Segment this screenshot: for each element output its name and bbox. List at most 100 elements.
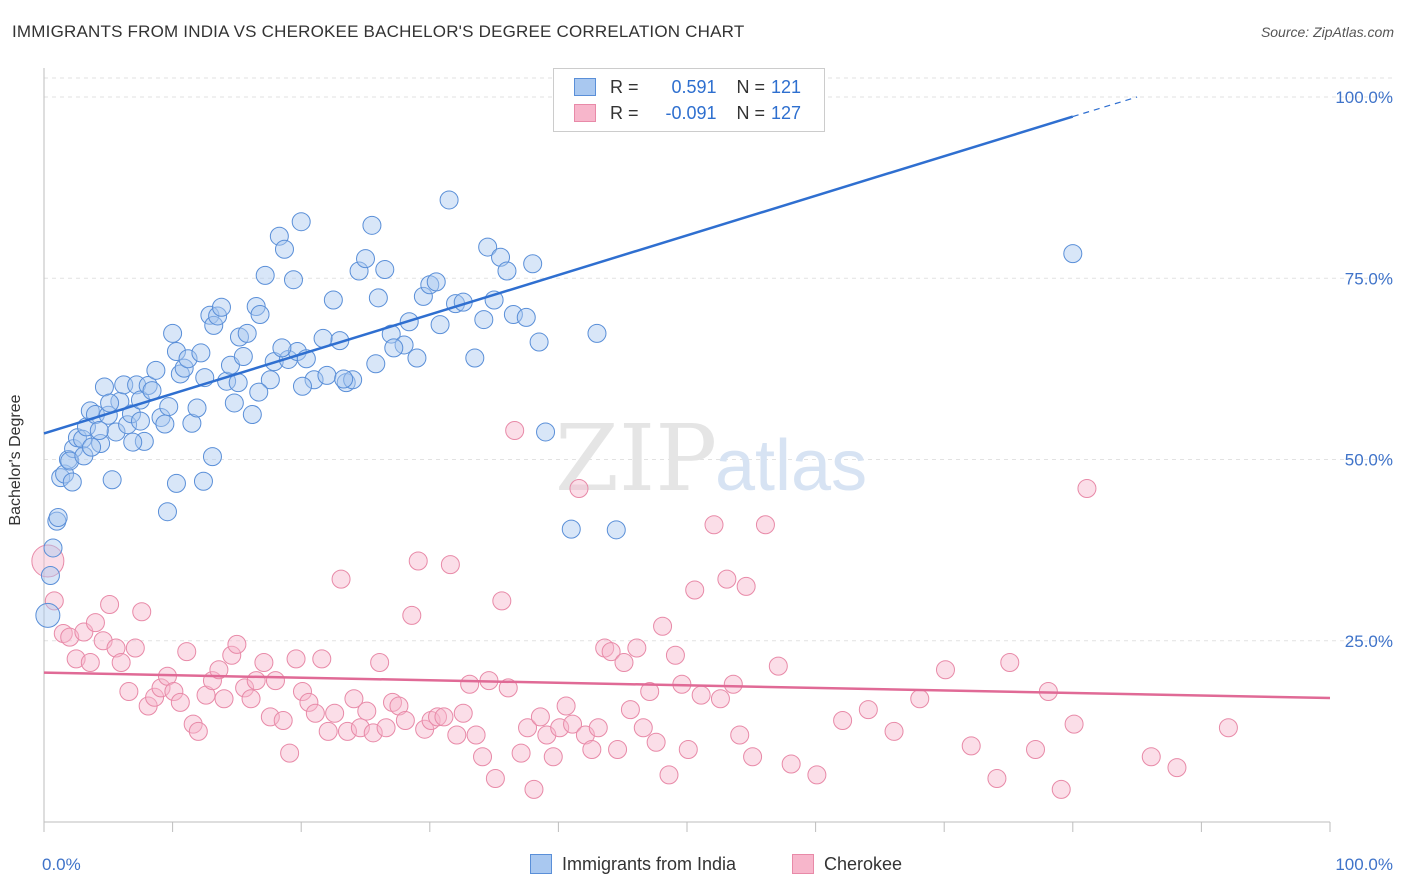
cherokee-point: [421, 711, 441, 730]
bottom-legend-label-india: Immigrants from India: [562, 853, 737, 874]
cherokee-point: [833, 711, 853, 730]
cherokee-point: [395, 711, 415, 730]
watermark: ZIP atlas: [555, 405, 867, 512]
india-point: [334, 369, 354, 389]
y-tick-label: 25.0%: [1345, 632, 1393, 651]
cherokee-point: [119, 682, 139, 701]
cherokee-point: [781, 754, 801, 774]
cherokee-point: [935, 660, 955, 680]
india-point: [51, 468, 71, 488]
cherokee-point: [188, 721, 208, 741]
india-point: [204, 315, 224, 335]
india-point: [250, 305, 270, 324]
y-tick-label: 50.0%: [1345, 451, 1393, 470]
legend-swatch-india: [574, 78, 596, 96]
cherokee-point: [524, 779, 544, 799]
cherokee-point: [305, 703, 325, 723]
cherokee-point: [447, 725, 467, 745]
bottom-legend-label-cherokee: Cherokee: [824, 853, 903, 874]
legend-r-label: R =: [610, 76, 639, 97]
legend-row-cherokee: R = -0.091 N = 127: [574, 101, 801, 125]
cherokee-point: [530, 707, 550, 727]
india-point: [233, 347, 253, 367]
india-point: [182, 413, 202, 433]
cherokee-point: [910, 689, 930, 709]
cherokee-point: [485, 769, 505, 788]
cherokee-point: [569, 479, 589, 498]
cherokee-point: [434, 707, 454, 727]
cherokee-point: [710, 689, 730, 709]
india-point: [478, 237, 498, 257]
india-point: [62, 472, 82, 492]
india-point: [100, 393, 120, 413]
cherokee-point: [685, 580, 705, 600]
cherokee-point: [177, 642, 197, 662]
cherokee-point: [1000, 653, 1020, 672]
cherokee-point: [363, 723, 383, 743]
india-point: [159, 397, 179, 417]
cherokee-point: [260, 707, 280, 727]
correlation-legend: R = 0.591 N = 121 R = -0.091 N = 127: [553, 68, 825, 132]
india-point: [211, 297, 231, 317]
cherokee-point: [987, 769, 1007, 788]
cherokee-point: [627, 638, 647, 658]
cherokee-point: [100, 595, 120, 614]
cherokee-point: [678, 740, 698, 759]
india-point: [118, 415, 138, 435]
cherokee-point: [601, 642, 621, 662]
cherokee-point: [633, 718, 653, 738]
cherokee-point: [389, 696, 409, 716]
cherokee-point: [292, 682, 312, 701]
cherokee-point: [550, 718, 570, 738]
india-point: [82, 437, 102, 457]
india-point: [606, 520, 626, 540]
cherokee-point: [653, 616, 673, 636]
india-point: [260, 370, 280, 390]
cherokee-point: [357, 701, 377, 721]
legend-row-india: R = 0.591 N = 121: [574, 75, 801, 99]
india-point: [35, 602, 61, 628]
cherokee-point: [132, 602, 152, 622]
india-point: [193, 471, 213, 491]
cherokee-point: [164, 682, 184, 701]
india-point: [430, 315, 450, 335]
india-point: [237, 323, 257, 343]
cherokee-point: [608, 740, 628, 759]
legend-n-label: N =: [736, 102, 766, 123]
x-tick-label: 100.0%: [1335, 855, 1393, 874]
cherokee-point: [31, 544, 65, 578]
y-tick-label: 100.0%: [1335, 88, 1393, 107]
india-point: [356, 249, 375, 269]
india-point: [523, 254, 543, 274]
cherokee-point: [241, 689, 261, 709]
bottom-legend-swatch-cherokee: [792, 854, 814, 874]
watermark-atlas: atlas: [715, 426, 867, 506]
india-point: [272, 338, 292, 358]
cherokee-point: [659, 765, 679, 785]
cherokee-point: [222, 645, 242, 665]
india-point: [174, 358, 194, 378]
cherokee-point: [370, 653, 390, 672]
cherokee-point: [106, 638, 126, 658]
cherokee-point: [227, 634, 247, 654]
cherokee-point: [588, 718, 608, 738]
cherokee-point: [1077, 479, 1097, 498]
india-point: [323, 290, 343, 310]
cherokee-point: [214, 689, 234, 709]
cherokee-point: [736, 576, 756, 596]
cherokee-point: [1064, 714, 1084, 734]
cherokee-point: [111, 653, 131, 672]
cherokee-point: [299, 692, 319, 712]
legend-n-value-cherokee: 127: [771, 102, 802, 123]
legend-n-value-india: 121: [771, 76, 802, 97]
cherokee-point: [460, 674, 480, 694]
cherokee-point: [1026, 740, 1046, 759]
cherokee-point: [125, 638, 145, 658]
cherokee-point: [730, 725, 750, 745]
india-point: [106, 422, 126, 442]
cherokee-point: [60, 627, 80, 647]
india-point: [48, 508, 68, 527]
india-point: [536, 422, 556, 442]
india-point: [292, 376, 312, 396]
cherokee-point: [376, 718, 396, 738]
